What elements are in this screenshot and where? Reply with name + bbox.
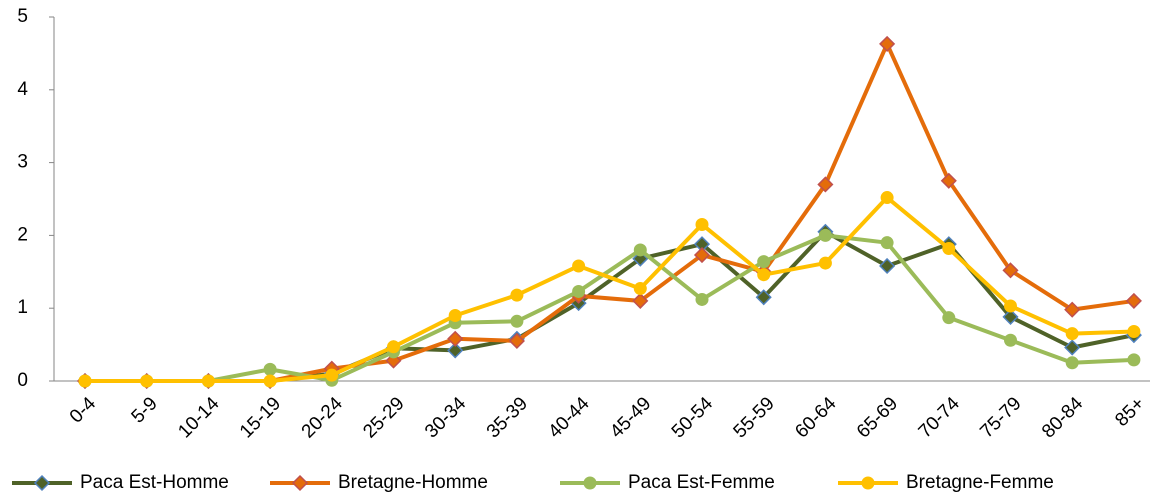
marker: [201, 374, 215, 388]
marker: [78, 374, 92, 388]
marker: [1065, 327, 1079, 341]
x-tick-label: 50-54: [668, 393, 718, 443]
x-tick-label: 65-69: [853, 393, 902, 442]
x-tick-label: 60-64: [791, 393, 841, 443]
legend-label: Bretagne-Femme: [906, 472, 1054, 493]
x-tick-label: 10-14: [174, 393, 224, 443]
line: [85, 41, 1135, 383]
series: [78, 228, 1141, 388]
x-tick-label: 20-24: [298, 393, 348, 443]
line: [85, 195, 1134, 383]
marker: [632, 292, 649, 309]
y-tick-label: 2: [17, 224, 28, 245]
marker: [693, 246, 711, 264]
x-tick-label: 15-19: [236, 393, 285, 442]
marker: [695, 217, 709, 231]
x-tick-label: 25-29: [359, 393, 408, 442]
x-tick-label: 45-49: [606, 393, 655, 442]
marker: [942, 242, 956, 256]
marker: [1064, 301, 1081, 318]
y-tick-label: 3: [17, 152, 28, 173]
legend-label: Paca Est-Femme: [628, 472, 775, 493]
marker: [510, 288, 524, 302]
marker: [940, 172, 957, 189]
line: [85, 229, 1135, 383]
marker: [447, 342, 464, 359]
x-tick-label: 70-74: [915, 393, 965, 443]
marker: [879, 35, 896, 52]
marker: [942, 311, 956, 325]
legend-marker: [861, 476, 875, 490]
y-tick-label: 1: [17, 297, 28, 318]
legend-marker: [291, 474, 309, 492]
marker: [755, 289, 772, 306]
legend-label: Paca Est-Homme: [80, 472, 229, 493]
marker: [757, 255, 771, 269]
marker: [263, 374, 277, 388]
marker: [817, 176, 834, 193]
x-tick-label: 35-39: [483, 393, 532, 442]
marker: [263, 362, 277, 376]
legend-marker: [583, 476, 597, 490]
marker: [1004, 299, 1017, 313]
marker: [508, 332, 525, 350]
marker: [1002, 262, 1019, 279]
line: [85, 233, 1134, 383]
y-tick-label: 4: [17, 79, 28, 100]
marker: [572, 284, 586, 298]
marker: [818, 228, 832, 242]
marker: [448, 308, 462, 322]
marker: [757, 268, 771, 282]
marker: [510, 314, 524, 328]
marker: [1127, 353, 1141, 367]
marker: [1065, 356, 1079, 370]
marker: [1125, 292, 1142, 309]
legend-marker: [33, 474, 51, 492]
series: [76, 35, 1142, 390]
marker: [447, 330, 464, 347]
y-tick-label: 0: [17, 370, 28, 391]
legend-label: Bretagne-Homme: [338, 472, 488, 493]
x-tick-label: 75-79: [976, 393, 1025, 442]
marker: [1064, 339, 1081, 356]
x-tick-label: 30-34: [421, 393, 471, 443]
marker: [633, 243, 647, 257]
y-tick-label: 5: [17, 6, 28, 27]
series: [78, 191, 1141, 388]
marker: [633, 282, 647, 296]
marker: [1127, 324, 1141, 338]
x-tick-label: 55-59: [730, 393, 779, 442]
marker: [880, 236, 894, 250]
marker: [818, 256, 832, 270]
marker: [880, 191, 894, 205]
x-tick-label: 40-44: [544, 393, 594, 443]
marker: [1002, 308, 1019, 325]
x-tick-label: 85+: [1111, 393, 1149, 431]
marker: [1004, 333, 1017, 347]
marker: [572, 259, 586, 273]
marker: [632, 250, 649, 267]
marker: [695, 292, 709, 306]
series: [76, 223, 1142, 390]
x-tick-label: 80-84: [1038, 393, 1088, 443]
marker: [387, 340, 400, 354]
marker: [140, 374, 154, 388]
x-tick-label: 5-9: [128, 393, 162, 427]
x-tick-label: 0-4: [66, 393, 101, 428]
marker: [325, 368, 339, 382]
marker: [879, 257, 896, 275]
